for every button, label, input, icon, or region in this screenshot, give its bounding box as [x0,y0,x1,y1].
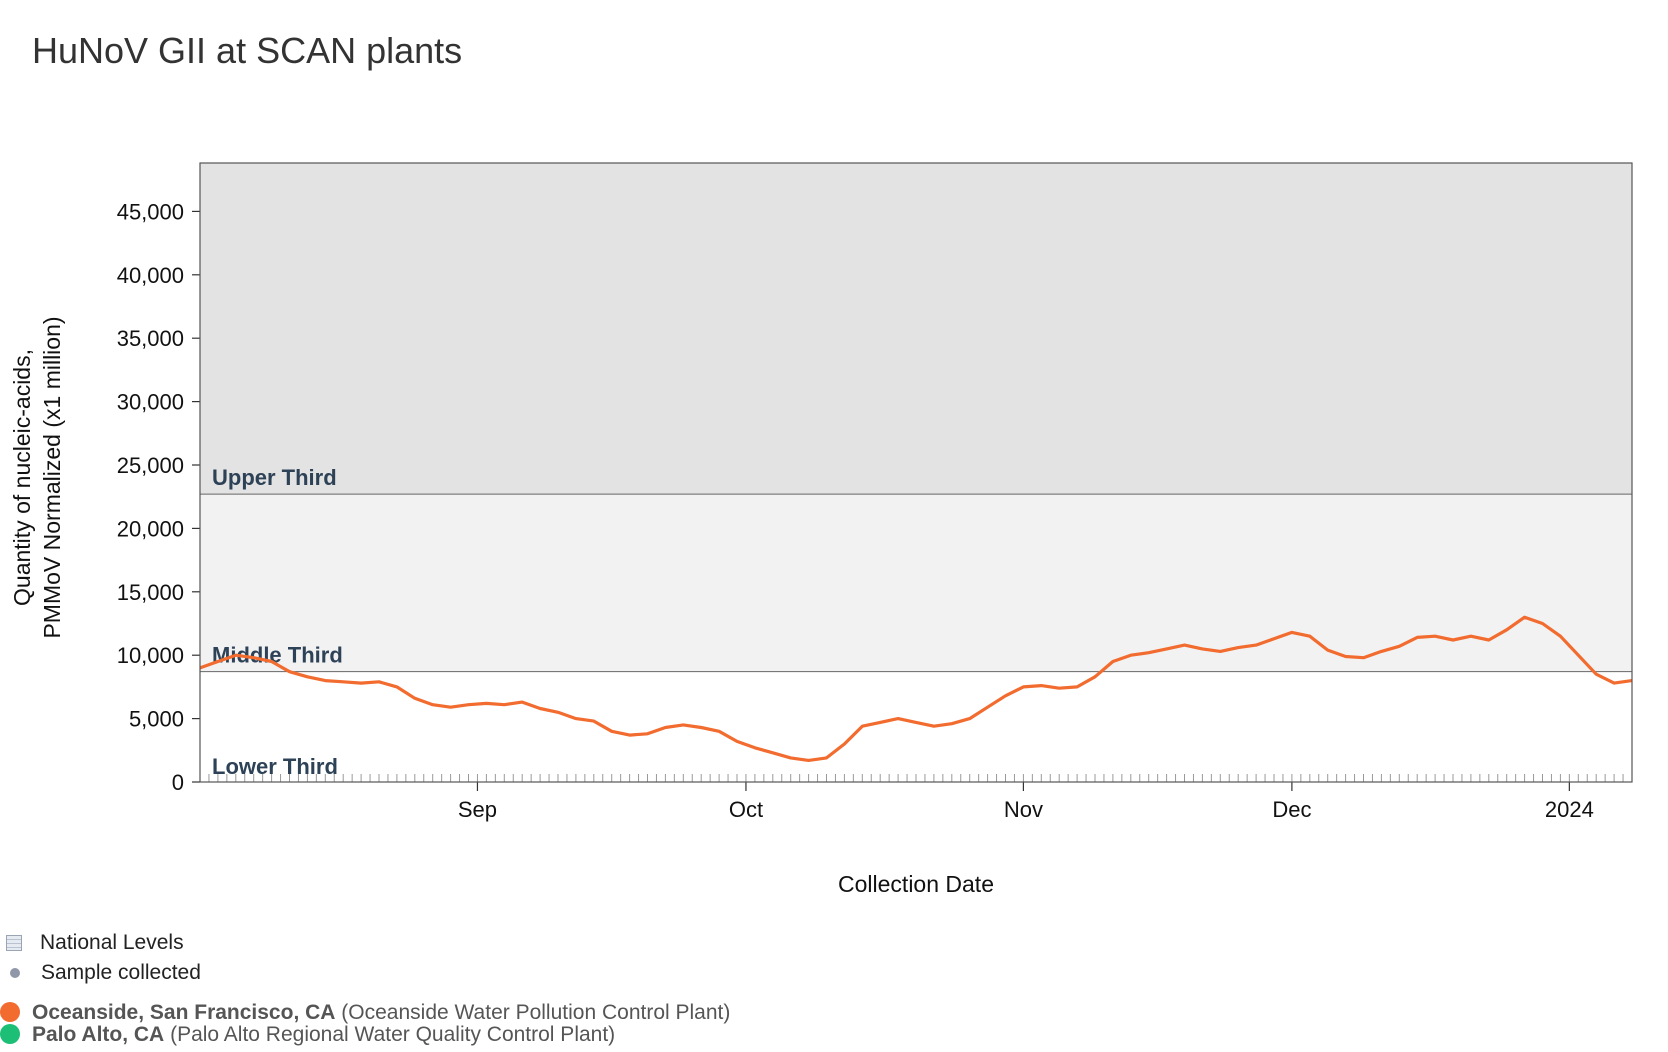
x-tick-label-3: Dec [1272,797,1311,822]
legend: National Levels Sample collected [6,928,201,988]
site-name-palo-alto: Palo Alto, CA [32,1023,165,1046]
palo-alto-color-dot-icon [0,1024,20,1044]
y-tick-label-1: 5,000 [129,707,184,732]
band-1 [200,494,1632,672]
y-axis-ticks: 0 5,000 10,000 15,000 20,000 25,000 30,000 35,0… [117,199,200,795]
site-name-oceanside: Oceanside, San Francisco, CA [32,1001,336,1024]
x-tick-label-0: Sep [458,797,497,822]
y-axis-label-line-2: PMMoV Normalized (x1 million) [39,316,65,638]
legend-site-oceanside[interactable]: Oceanside, San Francisco, CA (Oceanside … [0,1001,730,1025]
y-tick-label-3: 15,000 [117,580,184,605]
legend-national-levels-label: National Levels [40,931,184,954]
site-detail-palo-alto: (Palo Alto Regional Water Quality Contro… [170,1023,616,1046]
national-level-bands [200,163,1632,782]
band-2 [200,163,1632,495]
x-tick-label-4: 2024 [1545,797,1594,822]
y-tick-label-4: 20,000 [117,516,184,541]
y-tick-label-9: 45,000 [117,199,184,224]
band-0 [200,671,1632,782]
x-tick-label-2: Nov [1004,797,1043,822]
series-lines [199,615,1633,762]
plot-frame [199,162,1633,783]
chart-title: HuNoV GII at SCAN plants [32,30,463,71]
legend-national-levels[interactable]: National Levels [6,928,201,958]
sample-dot-icon [10,968,20,978]
legend-site-palo-alto[interactable]: Palo Alto, CA (Palo Alto Regional Water … [0,1023,615,1047]
x-axis-label: Collection Date [838,871,994,897]
oceanside-color-dot-icon [0,1002,20,1022]
band-label-0: Lower Third [212,754,338,779]
x-tick-label-1: Oct [729,797,763,822]
y-tick-label-8: 40,000 [117,263,184,288]
y-tick-label-0: 0 [172,770,184,795]
y-tick-label-7: 35,000 [117,326,184,351]
x-axis-ticks: Sep Oct Nov Dec 2024 [458,782,1594,822]
y-tick-label-2: 10,000 [117,643,184,668]
series-line-0 [199,615,1633,762]
x-minor-ticks [199,774,1633,782]
y-axis-label-line-1: Quantity of nucleic-acids, [9,349,35,606]
y-tick-label-5: 25,000 [117,453,184,478]
band-label-2: Upper Third [212,465,337,490]
national-levels-icon [6,935,22,951]
y-tick-label-6: 30,000 [117,390,184,415]
legend-sample-collected[interactable]: Sample collected [6,958,201,988]
legend-sample-collected-label: Sample collected [41,961,201,984]
site-detail-oceanside: (Oceanside Water Pollution Control Plant… [341,1001,731,1024]
